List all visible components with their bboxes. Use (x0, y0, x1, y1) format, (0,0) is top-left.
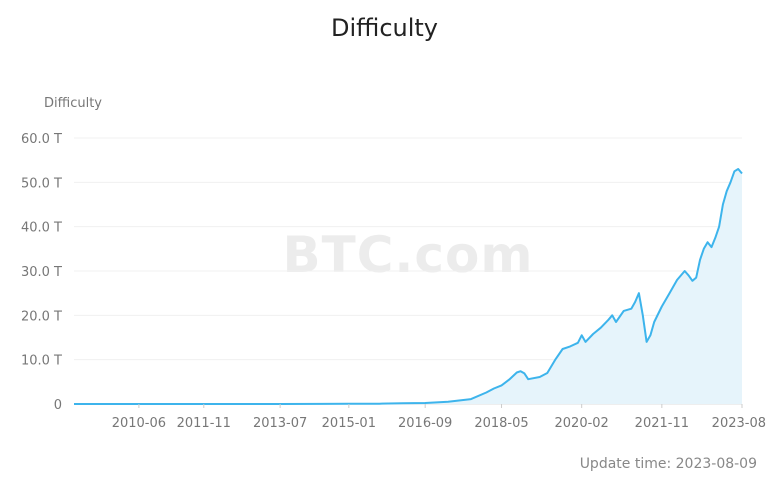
series-fill (74, 169, 742, 404)
watermark: BTC.com (283, 226, 534, 284)
x-tick-label: 2018-05 (474, 416, 528, 431)
x-tick-label: 2011-11 (177, 416, 231, 431)
x-tick-label: 2015-01 (322, 416, 376, 431)
x-tick-label: 2013-07 (253, 416, 307, 431)
x-tick-label: 2020-02 (555, 416, 609, 431)
y-axis-label: Difficulty (44, 96, 102, 111)
x-tick-label: 2023-08 (712, 416, 766, 431)
y-tick-label: 50.0 T (21, 176, 62, 191)
x-axis-ticks: 2010-06 2011-11 2013-07 2015-01 2016-09 2018-… (112, 404, 766, 431)
series-area (74, 168, 743, 405)
y-tick-label: 10.0 T (21, 354, 62, 369)
y-tick-label: 40.0 T (21, 221, 62, 236)
update-time: Update time: 2023-08-09 (579, 456, 757, 472)
y-tick-label: 60.0 T (21, 132, 62, 147)
y-tick-label: 0 (54, 398, 62, 413)
y-tick-label: 20.0 T (21, 309, 62, 324)
x-tick-label: 2010-06 (112, 416, 166, 431)
x-tick-label: 2016-09 (398, 416, 452, 431)
series-line (74, 168, 743, 405)
x-tick-label: 2021-11 (635, 416, 689, 431)
y-tick-label: 30.0 T (21, 265, 62, 280)
y-axis-ticks: 0 10.0 T 20.0 T 30.0 T 40.0 T 50.0 T 60.0 T (21, 132, 62, 413)
chart-title: Difficulty (330, 14, 439, 42)
